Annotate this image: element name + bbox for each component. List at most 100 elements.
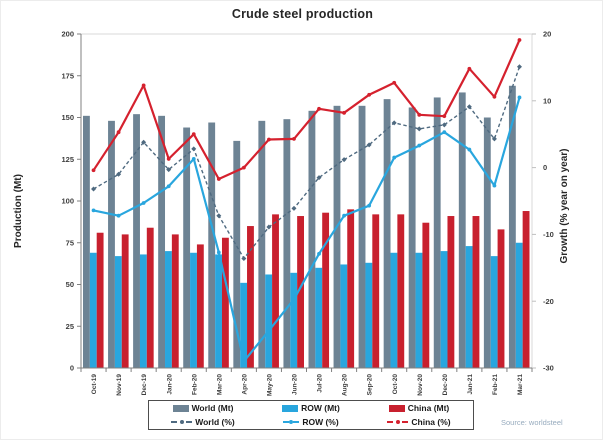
x-axis-tick-label: Nov-20: [417, 374, 424, 396]
world-mt-swatch: [172, 404, 189, 412]
line-world-marker: [166, 167, 172, 173]
line-china-marker: [317, 106, 321, 111]
line-row-marker: [216, 250, 221, 255]
line-row-marker: [241, 359, 246, 364]
bar-world-mt: [83, 115, 90, 368]
line-world-marker: [291, 205, 297, 211]
line-row-marker: [141, 201, 146, 205]
line-china-marker: [342, 110, 346, 115]
bar-china-mt: [472, 216, 480, 368]
bar-row-mt: [365, 262, 373, 368]
legend-item-world-pct: World (%): [149, 418, 257, 427]
x-axis-tick-label: Nov-19: [116, 374, 123, 396]
line-china-marker: [392, 80, 397, 85]
line-china-marker: [367, 92, 372, 97]
y2-axis-tick-label: -20: [543, 297, 554, 306]
x-axis-tick-label: Sep-20: [367, 374, 374, 396]
x-axis-tick-label: Mar-21: [517, 374, 524, 395]
line-world-marker: [316, 175, 322, 181]
bar-world-mt: [133, 114, 140, 368]
bar-row-mt: [490, 256, 498, 368]
legend-item-row-pct: ROW (%): [257, 418, 365, 427]
line-row-marker: [417, 143, 422, 148]
line-world-marker: [441, 122, 447, 128]
line-world-marker: [191, 146, 197, 152]
line-world-marker: [91, 186, 97, 192]
x-axis-tick-label: May-20: [267, 374, 274, 396]
legend-label: World (%): [195, 416, 235, 427]
y-axis-tick-label: 150: [61, 113, 74, 122]
bar-china-mt: [322, 212, 330, 368]
line-row-marker: [91, 208, 96, 213]
bar-world-mt: [308, 110, 316, 368]
line-row: [93, 97, 521, 363]
bar-row-mt: [240, 282, 248, 368]
line-china: [92, 39, 521, 181]
line-row-marker: [367, 203, 372, 208]
y-axis-tick-label: 50: [66, 280, 74, 289]
line-row-marker: [442, 130, 447, 135]
bar-world-mt: [208, 122, 216, 368]
x-axis-tick-label: Aug-20: [342, 374, 349, 396]
y-axis-tick-label: 100: [61, 197, 74, 206]
y-axis-tick-label: 0: [70, 364, 74, 373]
china-mt-swatch: [388, 404, 405, 412]
bar-row-mt: [190, 252, 197, 368]
line-world-marker: [416, 126, 422, 132]
bar-china-mt: [196, 244, 204, 368]
line-row-marker: [166, 184, 171, 189]
source-credit: Source: worldsteel: [501, 418, 563, 427]
legend-label: World (Mt): [191, 402, 234, 413]
line-row-marker: [467, 147, 472, 152]
line-china-marker: [91, 168, 96, 173]
legend-label: China (%): [411, 416, 451, 427]
china-pct-swatch: [387, 420, 409, 424]
legend-item-china-pct: China (%): [365, 418, 473, 427]
bar-world-mt: [233, 140, 241, 368]
line-world-marker: [491, 136, 497, 142]
bar-world-mt: [283, 119, 291, 368]
line-row-marker: [492, 183, 497, 188]
line-world-marker: [141, 139, 147, 145]
bar-china-mt: [522, 211, 530, 368]
x-axis-tick-label: Oct-19: [91, 374, 98, 395]
bar-world-mt: [258, 120, 266, 368]
bar-china-mt: [397, 214, 405, 368]
bar-row-mt: [165, 251, 172, 368]
y-axis-tick-label: 175: [61, 71, 74, 80]
plot-frame: [80, 33, 533, 369]
line-world-marker: [116, 171, 122, 177]
bar-world-mt: [458, 92, 466, 368]
line-row-marker: [317, 251, 321, 256]
bar-world-mt: [183, 127, 191, 369]
line-row-marker: [116, 213, 121, 218]
row-mt-swatch: [282, 404, 299, 412]
x-axis-tick-label: Jun-20: [292, 374, 299, 395]
row-pct-swatch: [283, 420, 300, 424]
line-china-marker: [166, 157, 171, 161]
y-axis-tick-label: 25: [66, 322, 74, 331]
line-china-marker: [191, 132, 196, 137]
y-axis-tick-label: 75: [66, 238, 74, 247]
line-world-marker: [466, 104, 472, 110]
bar-china-mt: [422, 222, 430, 368]
line-china-marker: [116, 130, 121, 135]
line-world-marker: [216, 213, 222, 219]
legend-label: ROW (Mt): [301, 402, 340, 413]
y2-axis-tick-label: 0: [543, 163, 547, 172]
bar-row-mt: [515, 242, 523, 368]
bar-china-mt: [121, 234, 129, 368]
line-china-marker: [417, 112, 422, 117]
x-axis-tick-label: Mar-20: [216, 374, 223, 395]
bar-row-mt: [390, 252, 398, 368]
bar-china-mt: [221, 237, 229, 368]
bar-world-mt: [408, 107, 416, 368]
line-world-marker: [516, 64, 522, 70]
line-china-marker: [492, 94, 497, 99]
bar-world-mt: [383, 99, 391, 368]
x-axis-tick-label: Feb-20: [191, 374, 198, 395]
bar-world-mt: [333, 105, 341, 368]
bar-china-mt: [347, 209, 355, 368]
bar-row-mt: [139, 254, 147, 368]
